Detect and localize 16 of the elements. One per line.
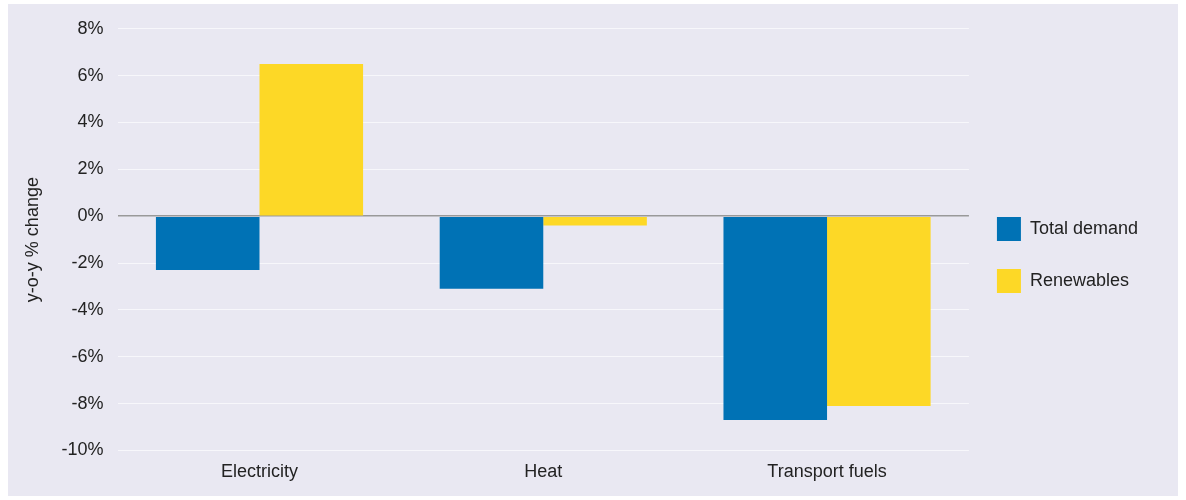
legend-label: Total demand [1029,217,1139,238]
y-tick-label: 2% [77,158,104,179]
y-axis-title: y-o-y % change [21,177,42,303]
y-tick-label: 0% [77,205,104,226]
y-tick-label: -6% [71,345,104,366]
y-tick-label: -10% [61,439,104,460]
x-tick-label: Transport fuels [767,461,887,482]
x-tick-label: Electricity [221,461,299,482]
y-tick-label: -8% [71,392,104,413]
y-tick-label: -4% [71,298,104,319]
x-tick-label: Heat [524,461,563,482]
legend-label: Renewables [1029,269,1129,290]
y-tick-label: 6% [77,64,104,85]
y-tick-label: 8% [77,17,104,38]
y-tick-label: -2% [71,251,104,272]
y-tick-label: 4% [77,111,104,132]
